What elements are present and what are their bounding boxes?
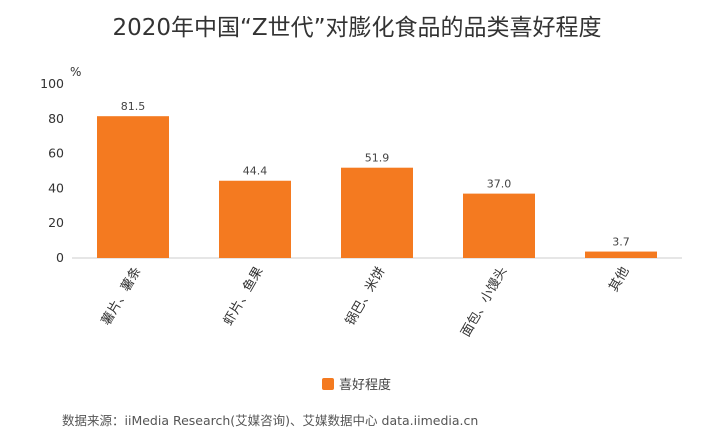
- y-axis-unit: %: [70, 65, 81, 79]
- bar: [97, 116, 169, 258]
- bar: [585, 251, 657, 258]
- bar-value-label: 51.9: [365, 152, 390, 165]
- legend: 喜好程度: [322, 374, 391, 393]
- y-tick-label: 60: [48, 146, 64, 161]
- y-tick-label: 100: [40, 76, 64, 91]
- y-tick-label: 80: [48, 111, 64, 126]
- bar-value-label: 3.7: [612, 236, 630, 249]
- bar: [463, 193, 535, 258]
- legend-label: 喜好程度: [339, 378, 392, 393]
- x-tick-label: 薯片、薯条: [98, 264, 144, 328]
- source-note: 数据来源：iiMedia Research(艾媒咨询)、艾媒数据中心 data.…: [62, 413, 479, 428]
- x-tick-label: 虾片、鱼果: [220, 264, 266, 328]
- y-tick-label: 40: [48, 180, 64, 195]
- bar-value-label: 44.4: [243, 165, 268, 178]
- bar-chart: % 0 20 40 60 80 100 81.5 薯片、薯条 44.4 虾片、鱼果 51.9 锅巴、米饼…: [40, 65, 682, 340]
- x-tick-label: 面包、小馒头: [458, 265, 510, 340]
- bar-value-label: 37.0: [487, 178, 512, 191]
- bar-value-label: 81.5: [121, 100, 146, 113]
- y-tick-label: 20: [48, 215, 64, 230]
- y-tick-label: 0: [56, 250, 64, 265]
- legend-swatch: [322, 377, 334, 390]
- bar: [341, 167, 413, 258]
- x-tick-label: 锅巴、米饼: [342, 264, 388, 328]
- x-tick-label: 其他: [606, 265, 632, 295]
- chart-title: 2020年中国“Z世代”对膨化食品的品类喜好程度: [112, 15, 602, 41]
- bar: [219, 180, 291, 258]
